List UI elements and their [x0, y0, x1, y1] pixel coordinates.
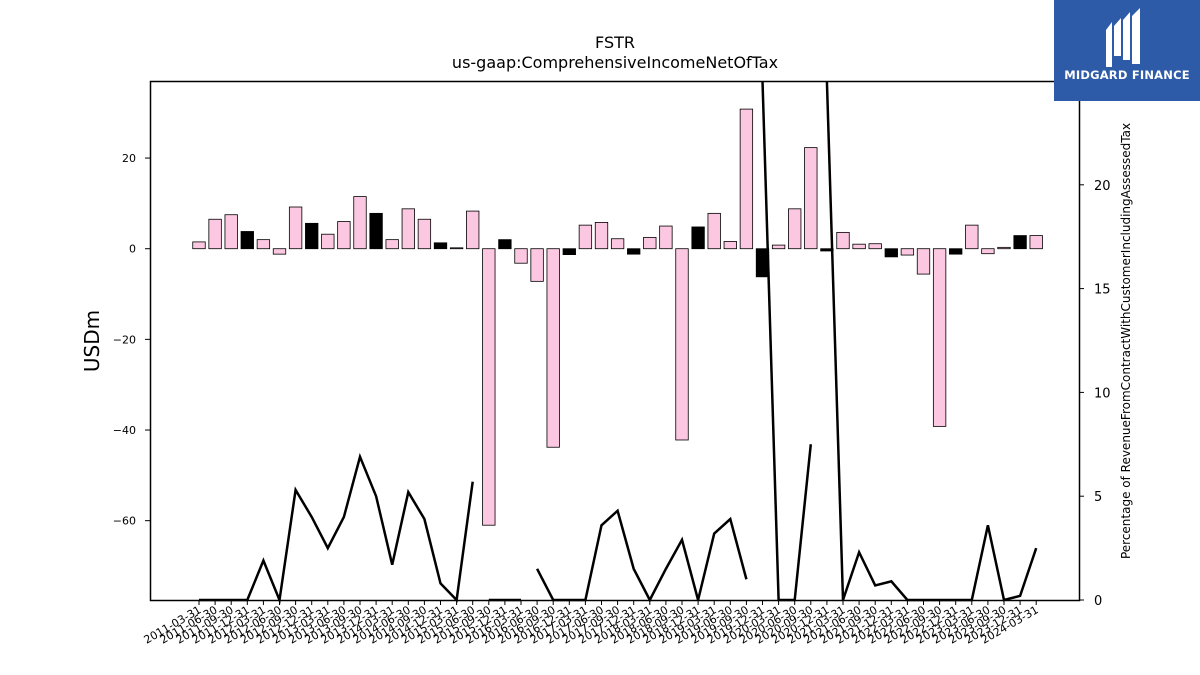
bar [852, 243, 866, 250]
bar [739, 108, 754, 250]
bar [675, 248, 689, 441]
midgard-logo-icon [1106, 8, 1140, 67]
bar [965, 224, 979, 250]
bar [482, 248, 496, 526]
bar [385, 239, 399, 250]
bar [916, 248, 931, 275]
y-tick-label: 0 [129, 243, 136, 256]
bar [627, 248, 641, 255]
y2-tick-label: 5 [1094, 490, 1102, 505]
bar [417, 218, 432, 250]
bar [240, 231, 254, 250]
chart-subtitle: us-gaap:ComprehensiveIncomeNetOfTax [452, 53, 778, 72]
chart-title: FSTR [595, 33, 635, 52]
bar [208, 218, 222, 250]
bar [723, 241, 737, 250]
bar [305, 222, 319, 250]
bar [1029, 235, 1043, 250]
plot-frame [149, 80, 1081, 602]
bar [932, 248, 947, 427]
bar [337, 221, 351, 250]
bar [643, 236, 657, 250]
bar [804, 147, 818, 250]
bar [224, 214, 238, 250]
y2-tick-label: 0 [1094, 594, 1102, 609]
bar [321, 233, 335, 250]
y-tick-label: −40 [113, 424, 136, 437]
y2-tick-label: 10 [1094, 386, 1111, 401]
bar [514, 248, 528, 264]
logo-text: MIDGARD FINANCE [1064, 68, 1190, 82]
bar [836, 231, 850, 250]
bar [788, 208, 802, 250]
bar [466, 210, 480, 250]
bar [449, 247, 464, 250]
bar [659, 225, 673, 250]
bar [1013, 235, 1027, 250]
bar [594, 222, 609, 250]
bar [369, 212, 383, 250]
company-logo: MIDGARD FINANCE [1054, 0, 1200, 101]
bar [868, 243, 882, 250]
y-tick-label: −20 [113, 333, 136, 346]
y-axis-label: USDm [80, 310, 104, 372]
y2-axis-label: Percentage of RevenueFromContractWithCus… [1119, 123, 1133, 559]
bar [981, 248, 995, 255]
bar [401, 208, 415, 250]
bar [562, 248, 576, 256]
bar [900, 248, 915, 256]
bar [949, 248, 963, 255]
bar [884, 248, 898, 258]
bar [288, 206, 303, 250]
bar [192, 241, 206, 250]
bar [530, 248, 544, 282]
bar [272, 248, 287, 255]
line-series [199, 80, 1038, 605]
bar [610, 238, 625, 250]
bar [498, 239, 512, 250]
bar [707, 212, 721, 250]
bar [691, 226, 705, 250]
bar [353, 196, 367, 250]
y-tick-label: 20 [122, 152, 136, 165]
y-tick-label: −60 [113, 515, 136, 528]
bar [546, 248, 560, 448]
bar [997, 246, 1011, 250]
y2-tick-label: 15 [1094, 283, 1111, 298]
bar [256, 239, 271, 250]
y2-tick-label: 20 [1094, 179, 1111, 194]
bar [578, 224, 593, 250]
bar [433, 242, 448, 250]
bar [771, 244, 786, 250]
